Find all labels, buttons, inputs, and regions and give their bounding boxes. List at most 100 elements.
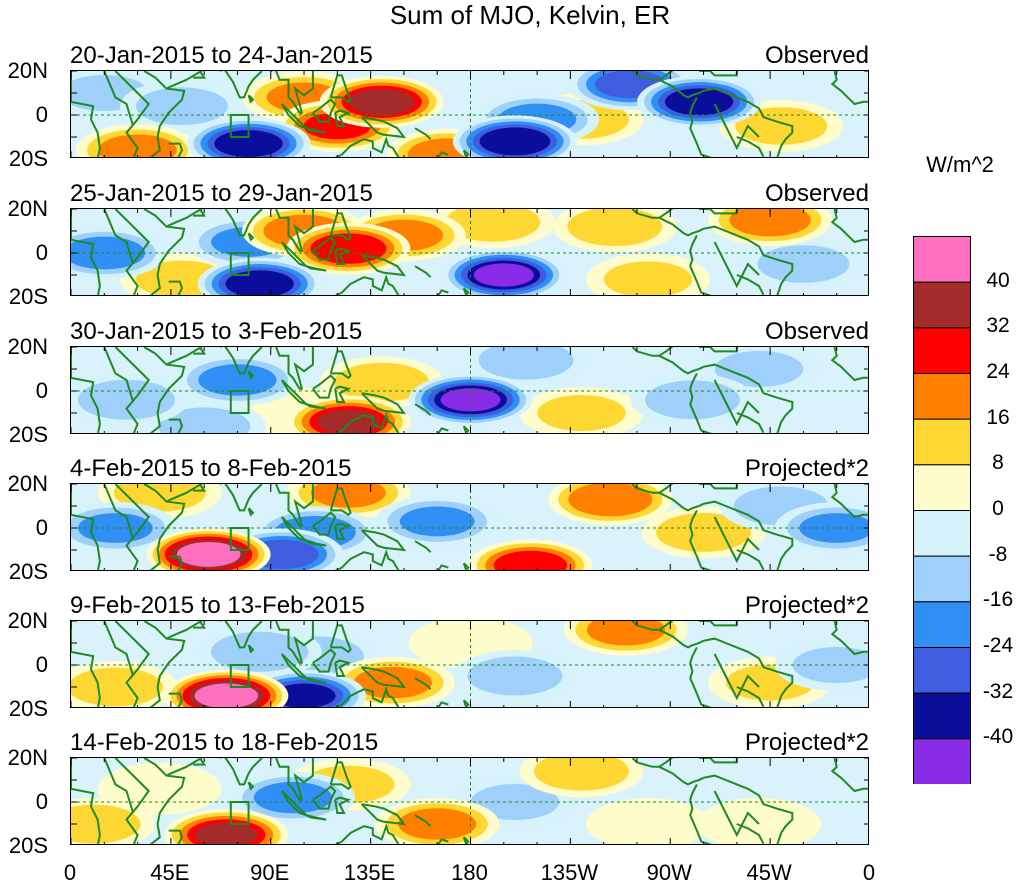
coastline: [462, 287, 470, 295]
colorbar-swatch: [913, 510, 971, 557]
coastline: [193, 209, 207, 217]
colorbar-swatch: [913, 464, 971, 511]
anomaly-contour: [311, 484, 386, 508]
coastline: [270, 484, 314, 527]
colorbar-tick-label: -8: [988, 542, 1008, 566]
colorbar-tick-label: 16: [986, 405, 1010, 429]
coastline: [247, 507, 255, 517]
latitude-label: 20N: [7, 334, 48, 359]
coastline: [219, 758, 263, 786]
anomaly-map: [71, 621, 868, 707]
latitude-label: 20N: [7, 471, 48, 496]
latitude-label: 20S: [8, 696, 48, 721]
latitude-label: 20N: [7, 196, 48, 221]
coastline: [165, 621, 203, 640]
coastline: [658, 216, 704, 237]
coastline: [703, 225, 794, 295]
latitude-label: 20S: [8, 559, 48, 584]
coastline: [312, 785, 337, 810]
coastline: [114, 347, 151, 433]
colorbar-units: W/m^2: [926, 152, 994, 177]
coastline: [360, 392, 407, 415]
anomaly-contour: [334, 362, 430, 402]
coastline: [631, 209, 674, 219]
colorbar-swatch: [913, 373, 971, 420]
coastline: [219, 484, 263, 512]
anomaly-contour: [478, 347, 574, 380]
colorbar-swatch: [913, 281, 971, 329]
anomaly-contour: [135, 87, 228, 125]
anomaly-contour: [398, 808, 477, 840]
coastline: [689, 646, 712, 707]
anomaly-contour: [440, 388, 501, 412]
coastline: [414, 127, 432, 140]
longitude-label: 45W: [746, 860, 792, 885]
panel-status: Projected*2: [744, 455, 869, 482]
panel-date-range: 9-Feb-2015 to 13-Feb-2015: [70, 592, 365, 619]
longitude-label: 90W: [646, 860, 692, 885]
coastline: [71, 100, 101, 157]
colorbar-swatch: [913, 418, 971, 466]
coastline: [247, 232, 255, 242]
coastline: [305, 127, 327, 134]
longitude-label: 0: [862, 860, 876, 885]
coastline: [305, 814, 327, 821]
anomaly-contour: [77, 379, 176, 420]
coastline: [71, 513, 101, 570]
anomaly-contour: [467, 656, 563, 696]
colorbar-tick-label: 40: [986, 268, 1010, 292]
coastline: [103, 621, 135, 677]
coastline: [193, 347, 207, 355]
coastline: [830, 484, 868, 519]
coastline: [103, 209, 135, 265]
coastline: [165, 71, 203, 90]
anomaly-map: [71, 347, 868, 433]
colorbar-tick-label: 8: [992, 451, 1004, 475]
anomaly-map: [71, 209, 868, 295]
panel-date-range: 14-Feb-2015 to 18-Feb-2015: [70, 729, 379, 756]
coastline: [437, 427, 449, 433]
colorbar-swatch: [913, 738, 971, 784]
coastline: [462, 836, 470, 844]
coastline: [165, 758, 203, 777]
anomaly-contour: [470, 784, 560, 820]
coastline: [329, 487, 352, 517]
coastline: [334, 247, 352, 265]
coastline: [114, 209, 151, 295]
coastline: [689, 372, 712, 433]
coastline: [830, 209, 868, 244]
longitude-label: 135W: [540, 860, 599, 885]
latitude-label: 20N: [7, 608, 48, 633]
coastline: [168, 829, 184, 844]
coastline: [329, 350, 352, 380]
map-panel: [70, 620, 869, 708]
coastline: [71, 650, 101, 707]
colorbar-tick-label: -24: [982, 634, 1014, 657]
coastline: [329, 761, 352, 791]
coastline: [305, 265, 327, 272]
coastline: [165, 484, 203, 503]
coastline: [312, 236, 337, 261]
latitude-label: 20S: [8, 833, 48, 858]
coastline: [830, 758, 868, 793]
colorbar-tick-label: 24: [986, 360, 1010, 383]
coastline: [329, 624, 352, 654]
coastline: [168, 555, 184, 570]
coastline: [334, 274, 400, 295]
coastline: [462, 562, 470, 570]
colorbar-swatch: [913, 327, 971, 375]
coastline: [437, 289, 449, 295]
coastline: [703, 87, 794, 157]
coastline: [462, 425, 470, 433]
coastline: [437, 564, 449, 570]
coastline: [658, 491, 704, 512]
colorbar-swatch: [913, 601, 971, 649]
latitude-label: 0: [35, 652, 48, 677]
anomaly-contour: [697, 798, 822, 844]
coastline: [312, 648, 337, 673]
coastline: [830, 71, 868, 106]
coastline: [247, 94, 255, 104]
panel-date-range: 20-Jan-2015 to 24-Jan-2015: [70, 42, 373, 69]
longitude-label: 180: [451, 860, 488, 885]
coastline: [631, 758, 674, 768]
